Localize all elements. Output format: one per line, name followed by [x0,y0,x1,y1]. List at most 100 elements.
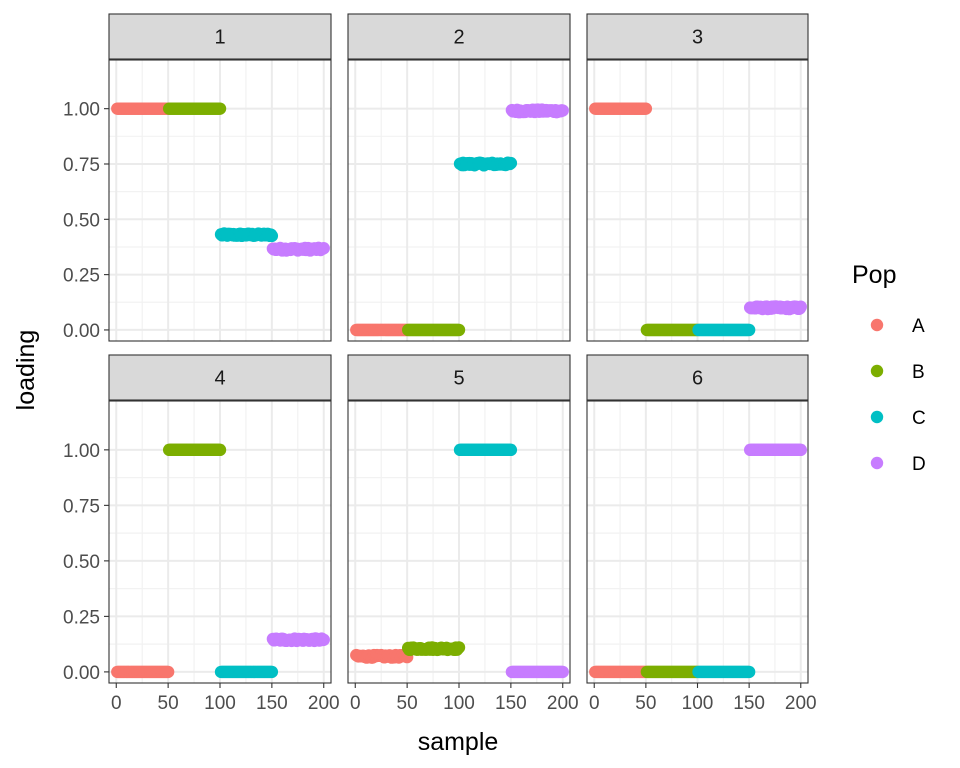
panel-2: 2 [347,13,571,342]
panel-border [108,59,332,342]
y-axis-title: loading [12,330,40,411]
panel-1: 1 0.00 0.25 0.50 0.75 1.00 [63,13,332,342]
y-tick-label: 1.00 [63,100,100,121]
panel-border [586,59,809,342]
series-C [692,323,756,337]
data-point [742,323,756,337]
x-tick-label: 50 [635,693,656,714]
legend-title: Pop [852,261,896,289]
panel-strip [586,13,809,60]
x-tick-label: 200 [785,693,817,714]
series-A [350,648,414,664]
y-tick-label: 0.00 [63,321,100,342]
series-A [350,323,414,337]
y-tick-label: 0.50 [63,210,100,231]
data-point [213,443,227,457]
series-A [111,102,175,115]
series-D [505,665,569,679]
data-point [742,665,756,679]
x-tick-label: 100 [443,693,475,714]
panel-3: 3 [586,13,809,342]
legend-key [870,318,884,332]
y-tick-label: 0.25 [63,266,100,287]
panel-strip-label: 2 [453,27,464,49]
data-point [452,641,466,654]
legend-key [870,410,884,424]
panel-6: 6 0 50 100 150 200 [586,354,817,714]
series-D [743,443,807,457]
x-tick-label: 100 [682,693,714,714]
data-point [317,633,330,646]
series-B [640,323,704,337]
y-tick-label: 1.00 [63,441,100,462]
x-tick-label: 50 [158,693,179,714]
panel-strip-label: 1 [214,27,225,49]
panel-strip-label: 6 [692,368,703,390]
series-C [453,443,518,457]
series-B [162,102,227,115]
x-tick-label: 150 [733,693,765,714]
legend-entry-C: C [870,408,926,429]
panels: 1 0.00 0.25 0.50 0.75 1.00 2 3 4 0.00 0.25 0.50 0.75… [63,13,817,714]
x-tick-label: 100 [204,693,236,714]
legend-entry-B: B [870,362,925,383]
data-point [213,102,227,115]
data-point [265,665,279,679]
x-tick-label: 200 [547,693,579,714]
panel-strip [586,354,809,401]
series-B [162,443,227,457]
panel-5: 50 50 100 150 200 [347,354,579,714]
data-point [504,156,518,170]
series-D [266,241,330,257]
panel-strip [108,354,332,401]
panel-4: 4 0.00 0.25 0.50 0.75 1.00 0 50 100 150 200 [63,354,340,714]
series-B [401,323,466,337]
x-tick-label: 0 [589,693,600,714]
y-tick-label: 0.75 [63,496,100,517]
x-axis-title: sample [418,728,499,756]
data-point [265,229,279,243]
legend-label: B [912,362,925,383]
legend-label: A [912,316,925,337]
series-C [214,665,279,679]
series-A [589,102,653,115]
y-tick-label: 0.75 [63,155,100,176]
series-C [453,156,518,172]
legend-entries: A B C D [870,316,926,475]
series-D [266,632,330,648]
legend-entry-D: D [870,454,926,475]
series-D [743,300,807,316]
data-point [794,300,807,313]
legend-key [870,456,884,470]
x-tick-label: 0 [350,693,361,714]
legend-label: C [912,408,926,429]
panel-strip [347,354,571,401]
panel-strip-label: 3 [692,27,703,49]
legend-key [870,364,884,378]
data-point [794,443,807,457]
panel-strip-label: 5 [453,368,464,390]
data-point [161,665,175,679]
x-tick-label: 200 [308,693,340,714]
x-tick-label: 150 [256,693,288,714]
legend-entry-A: A [870,316,925,337]
series-C [692,665,756,679]
x-tick-label: 150 [495,693,527,714]
data-point [317,242,330,255]
series-A [111,665,175,679]
panel-border [347,59,571,342]
legend-label: D [912,454,926,475]
data-point [639,102,653,115]
x-tick-label: 0 [111,693,122,714]
series-C [214,227,279,243]
x-tick-label: 50 [397,693,418,714]
panel-strip [347,13,571,60]
y-tick-label: 0.50 [63,552,100,573]
panel-strip-label: 4 [214,368,225,390]
legend: Pop A B C D [852,261,926,475]
y-tick-label: 0.25 [63,607,100,628]
data-point [452,323,466,337]
panel-strip [108,13,332,60]
data-point [504,443,518,457]
